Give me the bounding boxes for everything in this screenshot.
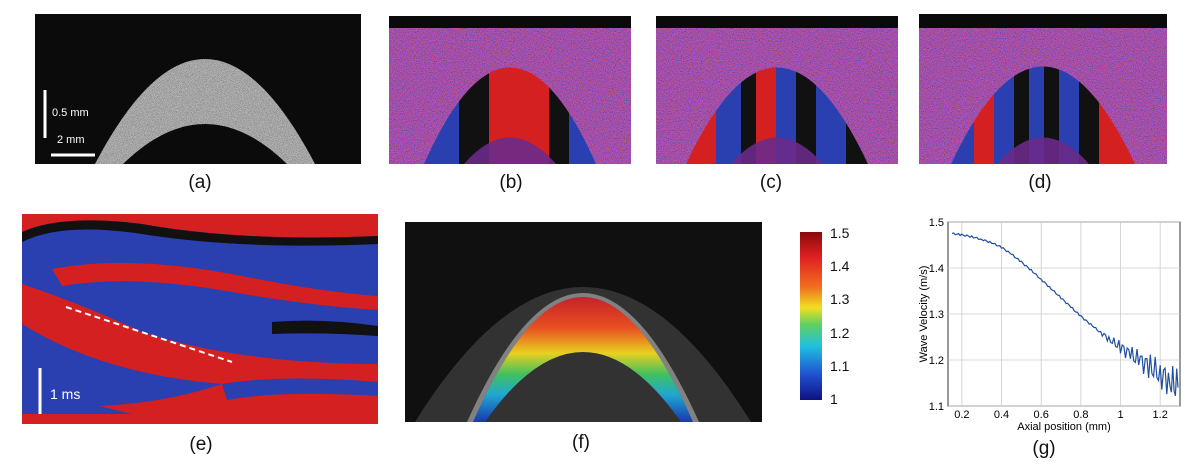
- y-tick-label: 1.5: [929, 217, 944, 229]
- colorbar: [800, 232, 822, 400]
- scale-label-horizontal: 2 mm: [57, 134, 85, 146]
- colorbar-tick-1-5: 1.5: [830, 225, 850, 241]
- time-scale-label: 1 ms: [50, 386, 81, 402]
- oct-structural-svg: [43, 59, 315, 164]
- caption-g: (g): [1032, 438, 1056, 459]
- x-tick-label: 0.4: [994, 409, 1009, 421]
- x-tick-label: 0.8: [1073, 409, 1088, 421]
- caption-e: (e): [189, 434, 213, 455]
- panel-f-image: [405, 222, 762, 422]
- caption-f: (f): [572, 432, 590, 453]
- chart-g: 0.2 0.4 0.6 0.8 1 1.2 1.1 1.2 1.3 1.4 1.5 Axial po…: [918, 217, 1181, 433]
- y-tick-label: 1.1: [929, 401, 944, 413]
- x-tick-label: 1.2: [1153, 409, 1168, 421]
- x-axis-label: Axial position (mm): [1017, 421, 1111, 433]
- wave-map-c-svg: [656, 16, 898, 164]
- panel-d-image: [919, 14, 1167, 164]
- velocity-map-svg: [415, 287, 751, 422]
- panel-c-image: [656, 16, 898, 164]
- colorbar-tick-1-2: 1.2: [830, 325, 850, 341]
- panel-b-image: [389, 16, 631, 164]
- wave-map-d-svg: [919, 14, 1167, 164]
- y-axis-label: Wave Velocity (m/s): [918, 266, 930, 363]
- y-tick-label: 1.4: [929, 263, 944, 275]
- x-tick-label: 1: [1117, 409, 1123, 421]
- caption-b: (b): [499, 172, 523, 193]
- panel-e-image: 1 ms: [22, 214, 378, 424]
- caption-d: (d): [1028, 172, 1052, 193]
- slope-dashed-line: [65, 306, 233, 363]
- colorbar-tick-1: 1: [830, 391, 838, 407]
- wave-map-b-svg: [389, 16, 631, 164]
- colorbar-tick-1-1: 1.1: [830, 358, 850, 374]
- colorbar-tick-1-3: 1.3: [830, 291, 850, 307]
- velocity-series-line: [951, 232, 1179, 397]
- x-tick-label: 0.6: [1034, 409, 1049, 421]
- x-tick-label: 0.2: [954, 409, 969, 421]
- caption-a: (a): [188, 172, 212, 193]
- colorbar-tick-1-4: 1.4: [830, 258, 850, 274]
- y-tick-label: 1.2: [929, 355, 944, 367]
- caption-c: (c): [759, 172, 783, 193]
- space-time-map-svg: [22, 214, 378, 424]
- panel-a-image: 0.5 mm 2 mm: [35, 14, 361, 164]
- scale-label-vertical: 0.5 mm: [52, 107, 89, 119]
- y-tick-label: 1.3: [929, 309, 944, 321]
